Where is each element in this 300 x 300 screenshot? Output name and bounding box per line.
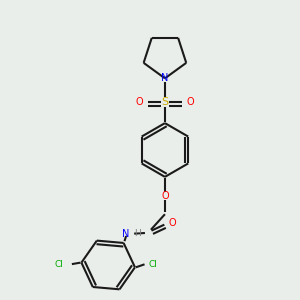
Text: O: O	[135, 97, 143, 107]
Text: H: H	[134, 229, 141, 238]
Text: S: S	[161, 97, 169, 107]
Text: Cl: Cl	[148, 260, 157, 269]
Text: O: O	[161, 191, 169, 201]
Text: N: N	[161, 73, 169, 83]
Text: O: O	[169, 218, 176, 228]
Text: N: N	[122, 229, 129, 238]
Text: Cl: Cl	[55, 260, 64, 268]
Text: O: O	[187, 97, 194, 107]
